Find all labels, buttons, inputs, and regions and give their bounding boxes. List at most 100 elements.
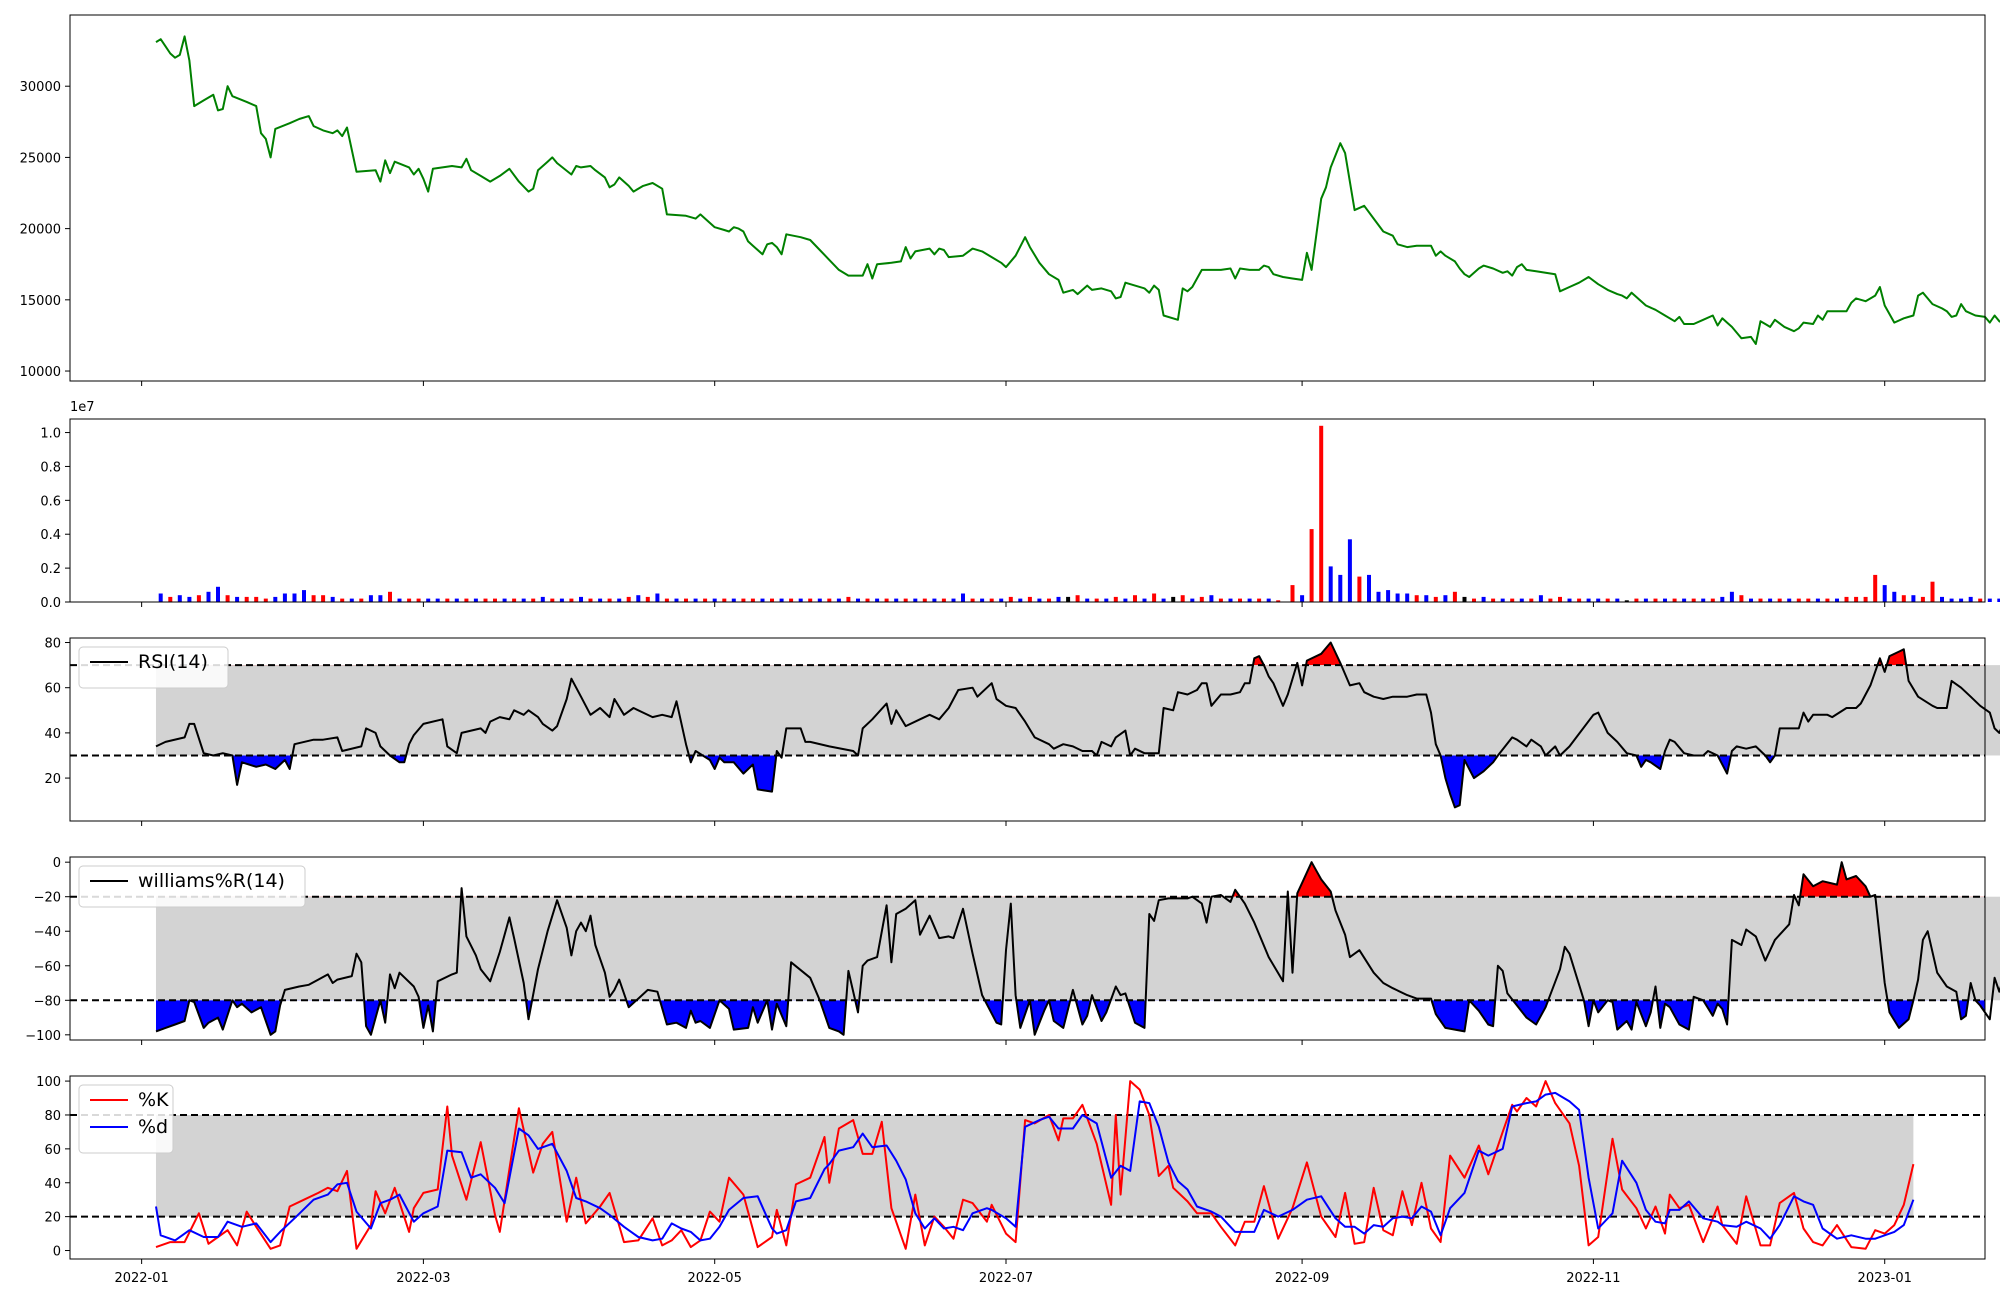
volume-bar [187, 596, 192, 602]
volume-bar [407, 598, 412, 602]
volume-bar [1643, 598, 1648, 602]
volume-bar [932, 598, 937, 602]
stochastic-panel: 0 20 40 60 80 100 %K %d 2022-01 2022-03 2022-05 202… [36, 1075, 1986, 1286]
volume-bar [1634, 598, 1639, 602]
volume-bar [1414, 595, 1419, 602]
volume-bar [254, 596, 259, 602]
stochastic-legend-label: %K [138, 1089, 169, 1111]
volume-bar [980, 598, 985, 602]
volume-bar [454, 598, 459, 602]
volume-bar [951, 598, 956, 602]
volume-bar [1663, 598, 1667, 602]
volume-bar [550, 598, 555, 602]
williams-band [155, 896, 2000, 1001]
williams-ytick-label: −100 [25, 1029, 61, 1044]
volume-bar [1787, 598, 1792, 602]
volume-bar [1190, 598, 1195, 602]
volume-bar [1357, 576, 1362, 602]
volume-bar [330, 596, 335, 602]
volume-bar [779, 598, 784, 602]
volume-bar [1758, 598, 1763, 602]
volume-bar [884, 598, 889, 602]
volume-bar [216, 586, 220, 603]
rsi-series-line-0 [155, 641, 2000, 809]
price-ytick-label: 20000 [20, 223, 61, 238]
volume-bar [1309, 529, 1314, 602]
volume-bar [321, 595, 326, 602]
price-ytick-label: 30000 [20, 80, 61, 95]
williams-frame [69, 856, 1986, 1041]
volume-bar [1171, 596, 1176, 602]
volume-bar [196, 595, 201, 602]
volume-bar [1500, 598, 1505, 602]
price-ytick-label: 15000 [20, 294, 61, 309]
x-axis-tick-label: 2022-09 [1275, 1271, 1329, 1286]
volume-bar [1930, 581, 1935, 602]
volume-bar [1443, 595, 1448, 602]
volume-bar [1701, 598, 1706, 602]
williams-legend: williams%R(14) [78, 865, 306, 908]
volume-bar [282, 593, 287, 602]
volume-bar [1462, 596, 1467, 602]
volume-bar [273, 596, 278, 602]
volume-bar [1691, 598, 1696, 602]
volume-bar [722, 598, 727, 602]
stochastic-legend: %K %d [78, 1084, 174, 1154]
volume-bar [1152, 593, 1157, 602]
volume-bar [177, 595, 182, 602]
williams-r-panel: −100 −80 −60 −40 −20 0 williams%R(14) [25, 856, 2000, 1045]
volume-bar [1882, 585, 1887, 602]
volume-bar [1094, 598, 1099, 602]
volume-bar [235, 596, 240, 602]
volume-bar [368, 595, 373, 602]
volume-bar [1290, 585, 1295, 602]
volume-bar [836, 598, 841, 602]
volume-bar [1653, 598, 1658, 602]
volume-ytick-label: 0.0 [40, 596, 61, 611]
volume-bar [941, 598, 946, 602]
stochastic-legend-box [78, 1084, 174, 1154]
volume-bar [1257, 598, 1262, 602]
volume-ytick-label: 0.2 [40, 562, 61, 577]
volume-bar [817, 598, 822, 602]
volume-bar [1777, 598, 1782, 602]
volume-bar [1558, 596, 1562, 602]
stochastic-ytick-label: 100 [36, 1075, 61, 1090]
volume-bar [1338, 574, 1343, 602]
volume-bar [1596, 598, 1601, 602]
volume-bar [1433, 596, 1438, 602]
volume-bar [1247, 598, 1252, 602]
volume-bar [512, 598, 517, 602]
volume-bar [1529, 598, 1534, 602]
volume-bar [1056, 596, 1061, 602]
volume-bar [684, 598, 688, 602]
volume-bar [1720, 596, 1725, 602]
volume-bar [1066, 596, 1071, 602]
volume-bar [1047, 598, 1051, 602]
volume-bar [1729, 591, 1734, 602]
volume-bar [1424, 595, 1429, 602]
volume-bar [1835, 598, 1839, 602]
volume-bar [607, 598, 612, 602]
volume-bar [1075, 595, 1080, 602]
volume-bar [1710, 598, 1715, 602]
volume-bar [789, 598, 794, 602]
volume-bar [1749, 598, 1753, 602]
volume-bar [521, 598, 526, 602]
volume-bar [445, 598, 450, 602]
volume-ytick-label: 1.0 [40, 427, 61, 442]
stochastic-ytick-label: 20 [44, 1211, 61, 1226]
volume-bar [1405, 593, 1410, 602]
volume-bar [1300, 595, 1305, 602]
x-axis-tick-label: 2022-11 [1566, 1271, 1620, 1286]
volume-bar [579, 596, 583, 602]
price-panel: 10000 15000 20000 25000 30000 [20, 14, 2000, 386]
volume-bar [645, 596, 650, 602]
price-ytick-label: 25000 [20, 151, 61, 166]
volume-bar [1123, 598, 1128, 602]
volume-bar [1510, 598, 1515, 602]
x-axis-tick-label: 2022-03 [396, 1271, 450, 1286]
volume-bar [540, 596, 545, 602]
volume-bar [493, 598, 497, 602]
volume-bar [1768, 598, 1773, 602]
